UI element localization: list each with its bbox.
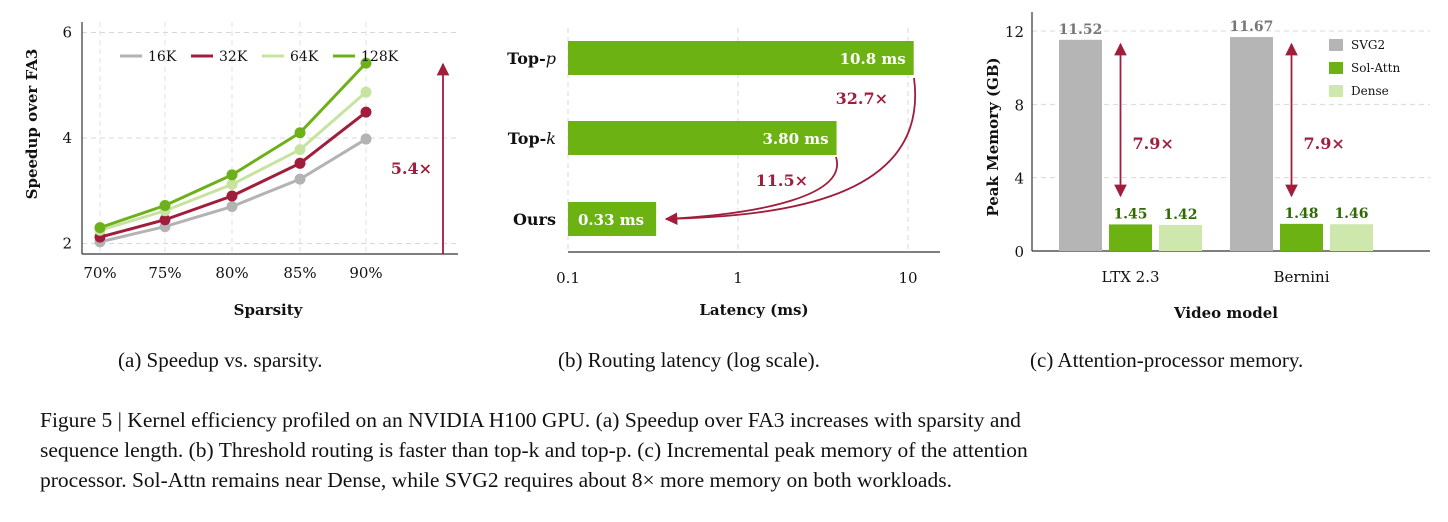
data-point-128K xyxy=(360,57,372,69)
data-point-128K xyxy=(226,169,238,181)
subcaption-c: (c) Attention-processor memory. xyxy=(1030,348,1304,372)
x-tick-label: LTX 2.3 xyxy=(1101,268,1159,286)
figure-caption: Figure 5 | Kernel efficiency profiled on… xyxy=(40,405,1432,495)
subcaption-b: (b) Routing latency (log scale). xyxy=(558,348,820,372)
bar-value-label: 0.33 ms xyxy=(578,211,644,229)
y-tick-label: 2 xyxy=(62,234,72,252)
caption-line-3: processor. Sol-Attn remains near Dense, … xyxy=(40,468,952,492)
bar-Dense xyxy=(1330,224,1373,251)
legend-swatch-Dense xyxy=(1329,85,1343,97)
speedup-annotation: 5.4× xyxy=(391,159,432,178)
data-point-128K xyxy=(294,127,306,139)
y-tick-label: 12 xyxy=(1005,23,1024,41)
caption-line-1: Figure 5 | Kernel efficiency profiled on… xyxy=(40,408,1021,432)
arrow-top-p xyxy=(664,77,917,225)
y-axis-title: Speedup over FA3 xyxy=(23,49,41,200)
x-tick-label: 70% xyxy=(83,264,116,282)
x-tick-label: 90% xyxy=(349,264,382,282)
data-point-32K xyxy=(360,106,372,118)
bar-Sol-Attn xyxy=(1109,224,1152,251)
data-point-128K xyxy=(94,222,106,234)
bar-value-label: 11.67 xyxy=(1230,19,1274,35)
annotation-top-k: 11.5× xyxy=(756,171,808,190)
data-point-64K xyxy=(294,144,306,156)
bar-value-label: 11.52 xyxy=(1059,22,1103,38)
bar-value-label: 1.48 xyxy=(1284,206,1318,222)
arrow-top-k xyxy=(665,156,838,220)
caption-line-2: sequence length. (b) Threshold routing i… xyxy=(40,438,1028,462)
bar-SVG2 xyxy=(1059,39,1102,251)
category-label: Ours xyxy=(513,210,556,229)
data-point-32K xyxy=(294,157,306,169)
annotation-top-p: 32.7× xyxy=(836,89,888,108)
bar-value-label: 1.45 xyxy=(1113,206,1147,222)
y-tick-label: 0 xyxy=(1014,243,1024,261)
x-tick-label: 85% xyxy=(283,264,316,282)
x-axis-title: Video model xyxy=(1173,304,1278,322)
legend-label-SVG2: SVG2 xyxy=(1351,38,1385,52)
bar-value-label: 10.8 ms xyxy=(840,50,906,68)
data-point-32K xyxy=(159,214,171,226)
bar-SVG2 xyxy=(1230,37,1273,251)
legend-swatch-SVG2 xyxy=(1329,39,1343,51)
x-axis-title: Latency (ms) xyxy=(699,301,808,319)
panel-a-speedup-chart: 2 4 6 70% 75% 80% 85% 90% Sparsity Speedup over F… xyxy=(23,22,458,319)
legend-label-64K: 64K xyxy=(290,49,319,65)
data-point-128K xyxy=(159,199,171,211)
data-point-32K xyxy=(226,190,238,202)
legend-swatch-Sol-Attn xyxy=(1329,62,1343,74)
legend-label-16K: 16K xyxy=(148,49,177,65)
data-point-16K xyxy=(294,173,306,185)
panel-b-latency-chart: 0.1 1 10 Latency (ms) 10.8 ms Top-p 3.80 ms Top… xyxy=(507,28,940,319)
bar-Top-k xyxy=(568,121,837,155)
y-tick-label: 4 xyxy=(62,129,72,147)
y-tick-label: 8 xyxy=(1014,96,1024,114)
category-label: Top-p xyxy=(507,49,556,68)
memory-ratio-annotation: 7.9× xyxy=(1133,134,1174,153)
bar-value-label: 1.46 xyxy=(1334,206,1368,222)
panel-c-memory-chart: 0 4 8 12 Video model Peak Memory (GB) 11.52 1.4… xyxy=(984,12,1430,322)
x-tick-label: 1 xyxy=(733,269,743,287)
x-tick-label: 80% xyxy=(215,264,248,282)
subcaption-a: (a) Speedup vs. sparsity. xyxy=(118,348,323,372)
x-tick-label: Bernini xyxy=(1274,268,1330,286)
bar-Sol-Attn xyxy=(1280,223,1323,251)
x-tick-label: 10 xyxy=(898,269,917,287)
bar-Dense xyxy=(1159,224,1202,251)
y-axis-title: Peak Memory (GB) xyxy=(984,57,1002,216)
y-tick-label: 4 xyxy=(1014,170,1024,188)
memory-ratio-annotation: 7.9× xyxy=(1304,134,1345,153)
bar-value-label: 3.80 ms xyxy=(762,130,828,148)
x-axis-title: Sparsity xyxy=(234,301,304,319)
category-label: Top-k xyxy=(508,129,556,148)
data-point-64K xyxy=(226,178,238,190)
y-tick-label: 6 xyxy=(62,24,72,42)
data-point-16K xyxy=(226,201,238,213)
legend-label-Sol-Attn: Sol-Attn xyxy=(1351,61,1400,75)
legend-label-Dense: Dense xyxy=(1351,84,1389,98)
bar-Ours xyxy=(568,202,657,236)
bar-Top-p xyxy=(568,41,914,75)
legend-label-128K: 128K xyxy=(361,49,399,65)
data-point-64K xyxy=(360,86,372,98)
figure-panels: 2 4 6 70% 75% 80% 85% 90% Sparsity Speedup over F… xyxy=(23,12,1430,322)
x-tick-label: 0.1 xyxy=(556,269,580,287)
data-point-16K xyxy=(360,133,372,145)
bar-value-label: 1.42 xyxy=(1163,207,1197,223)
legend-label-32K: 32K xyxy=(219,49,248,65)
x-tick-label: 75% xyxy=(148,264,181,282)
